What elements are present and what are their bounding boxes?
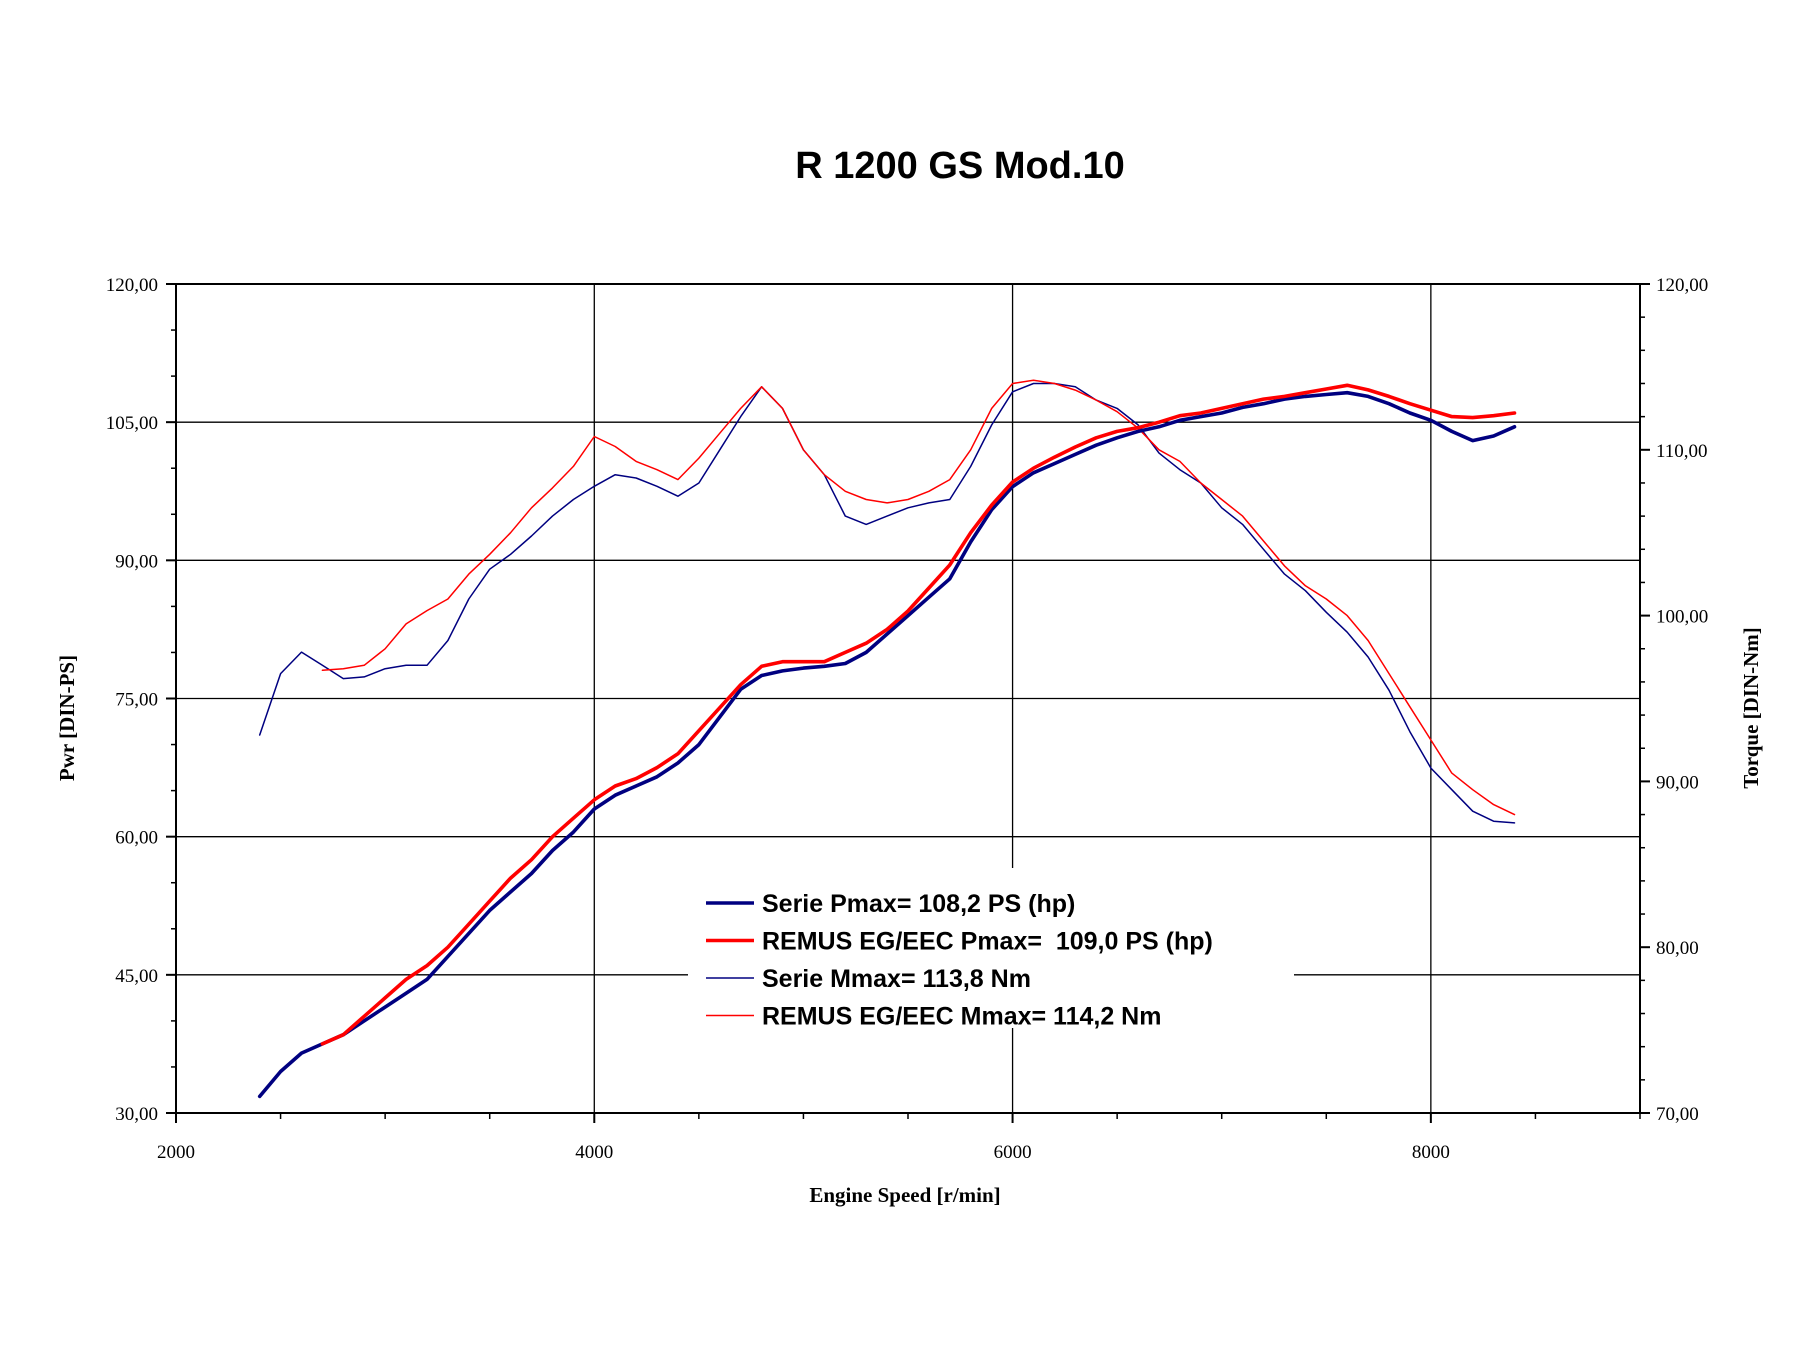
- y-right-tick-label: 80,00: [1656, 938, 1699, 959]
- y-right-tick-label: 110,00: [1656, 441, 1708, 462]
- axis-ticks: 30,00 45,00 60,00 75,00 90,00 105,00 120,00 70,…: [106, 275, 1709, 1163]
- y-axis-left-title: Pwr [DIN-PS]: [55, 655, 79, 781]
- legend-entry: Serie Mmax= 113,8 Nm: [762, 965, 1031, 993]
- grid-lines: [176, 284, 1640, 1113]
- legend: Serie Pmax= 108,2 PS (hp) REMUS EG/EEC Pm…: [688, 868, 1294, 1031]
- y-left-tick-label: 105,00: [106, 413, 158, 434]
- series-line-1: [257, 390, 1517, 1099]
- y-left-tick-label: 75,00: [115, 690, 158, 711]
- legend-box: [688, 868, 1294, 1028]
- x-tick-label: 8000: [1412, 1142, 1450, 1163]
- series-layer: [257, 379, 1517, 1099]
- y-right-tick-label: 90,00: [1656, 772, 1699, 793]
- legend-entry: Serie Pmax= 108,2 PS (hp): [762, 890, 1075, 918]
- y-left-tick-label: 60,00: [115, 828, 158, 849]
- y-left-tick-label: 30,00: [115, 1104, 158, 1125]
- y-axis-right-title: Torque [DIN-Nm]: [1739, 627, 1763, 789]
- x-tick-label: 4000: [575, 1142, 613, 1163]
- legend-entry: REMUS EG/EEC Mmax= 114,2 Nm: [762, 1003, 1161, 1031]
- series-line-4: [321, 379, 1516, 816]
- y-left-tick-label: 120,00: [106, 275, 158, 296]
- y-right-tick-label: 120,00: [1656, 275, 1708, 296]
- x-tick-label: 6000: [994, 1142, 1032, 1163]
- series-line-2: [320, 383, 1517, 1046]
- y-right-tick-label: 70,00: [1656, 1104, 1699, 1125]
- y-left-tick-label: 90,00: [115, 551, 158, 572]
- x-tick-label: 2000: [157, 1142, 195, 1163]
- legend-entry: REMUS EG/EEC Pmax= 109,0 PS (hp): [762, 928, 1213, 956]
- chart-title: R 1200 GS Mod.10: [795, 145, 1124, 187]
- y-left-tick-label: 45,00: [115, 966, 158, 987]
- y-right-tick-label: 100,00: [1656, 607, 1708, 628]
- series-line-3: [258, 382, 1516, 824]
- x-axis-title: Engine Speed [r/min]: [809, 1183, 1000, 1207]
